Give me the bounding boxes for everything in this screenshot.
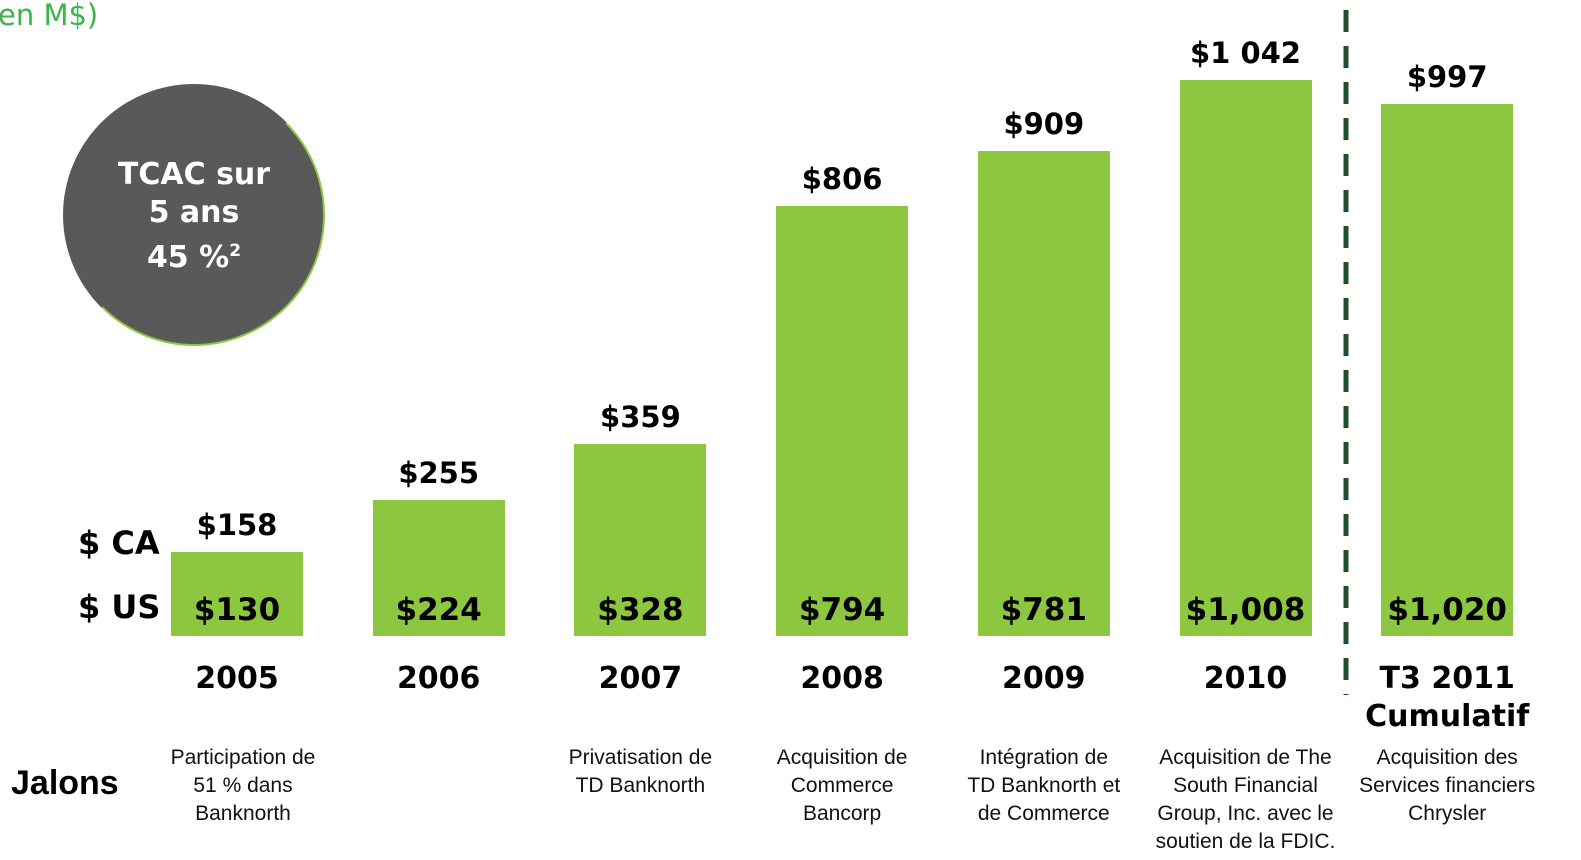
milestone: Privatisation de TD Banknorth — [568, 746, 713, 797]
us-value-label: $781 — [1000, 592, 1087, 628]
cagr-line: TCAC sur — [117, 157, 271, 192]
x-tick-label: 2005 — [195, 661, 279, 696]
footnote: 2 — [229, 241, 242, 261]
cagr-line: 45 %2 — [63, 232, 325, 277]
x-tick-label: 2006 — [396, 661, 481, 696]
value-label: $806 — [801, 161, 883, 196]
value-label: $255 — [398, 455, 480, 490]
bar — [171, 551, 303, 636]
us-value-label: $1,008 — [1185, 592, 1306, 628]
milestone: Acquisition de Commerce Bancorp — [776, 746, 908, 825]
bar — [776, 205, 909, 636]
value-label: $1 042 — [1190, 36, 1301, 70]
milestone: Intégration de TD Banknorth et de Commer… — [967, 746, 1121, 825]
cagr-value: 45 % — [146, 240, 230, 275]
value-label: $158 — [196, 507, 278, 542]
bar — [1381, 104, 1514, 636]
value-label: $359 — [600, 400, 681, 435]
x-tick-label: 2008 — [800, 661, 884, 696]
cagr-line: 5 ans — [148, 195, 240, 230]
bar — [372, 499, 505, 636]
bar — [977, 150, 1110, 636]
cagr-circle — [63, 84, 325, 346]
us-value-label: $224 — [395, 592, 482, 628]
value-label: $909 — [1003, 106, 1085, 141]
milestone: Participation de 51 % dans Banknorth — [170, 746, 316, 825]
series-label: $ CA — [78, 524, 160, 562]
chart-title: en M$) — [0, 0, 99, 32]
bar — [574, 444, 707, 636]
x-tick-label: 2010 — [1203, 661, 1288, 696]
milestone: Acquisition de The South Financial Group… — [1155, 746, 1336, 853]
x-tick-label: 2009 — [1002, 661, 1086, 696]
x-tick-label: T3 2011 Cumulatif — [1365, 661, 1530, 734]
us-value-label: $794 — [798, 592, 886, 628]
series-label: $ US — [78, 588, 161, 626]
us-value-label: $130 — [193, 592, 281, 628]
us-value-label: $1,020 — [1387, 592, 1507, 628]
milestone: Acquisition des Services financiers Chry… — [1359, 746, 1536, 825]
cagr-text: TCAC sur 5 ans 45 %2 — [63, 156, 325, 277]
milestones-label: Jalons — [11, 764, 119, 802]
x-tick-label: 2007 — [598, 661, 683, 696]
value-label: $997 — [1406, 60, 1488, 94]
us-value-label: $328 — [597, 592, 684, 628]
bar — [1179, 80, 1312, 636]
